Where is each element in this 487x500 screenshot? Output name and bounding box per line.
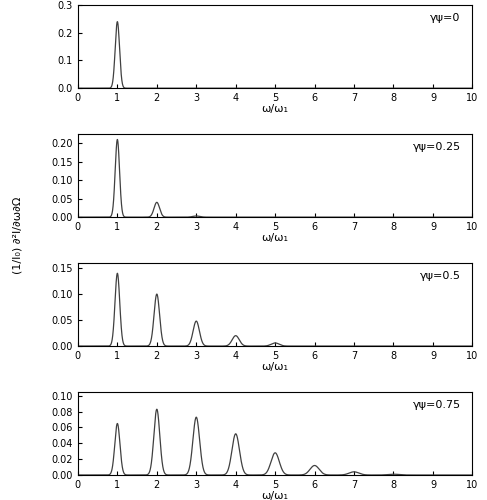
Text: γψ=0.5: γψ=0.5: [420, 271, 461, 281]
X-axis label: ω/ω₁: ω/ω₁: [262, 234, 289, 243]
Text: γψ=0.75: γψ=0.75: [412, 400, 461, 410]
X-axis label: ω/ω₁: ω/ω₁: [262, 362, 289, 372]
Text: γψ=0.25: γψ=0.25: [412, 142, 461, 152]
Text: (1/I₀) ∂²I/∂ω∂Ω: (1/I₀) ∂²I/∂ω∂Ω: [12, 196, 22, 274]
X-axis label: ω/ω₁: ω/ω₁: [262, 104, 289, 115]
X-axis label: ω/ω₁: ω/ω₁: [262, 491, 289, 500]
Text: γψ=0: γψ=0: [430, 14, 461, 24]
